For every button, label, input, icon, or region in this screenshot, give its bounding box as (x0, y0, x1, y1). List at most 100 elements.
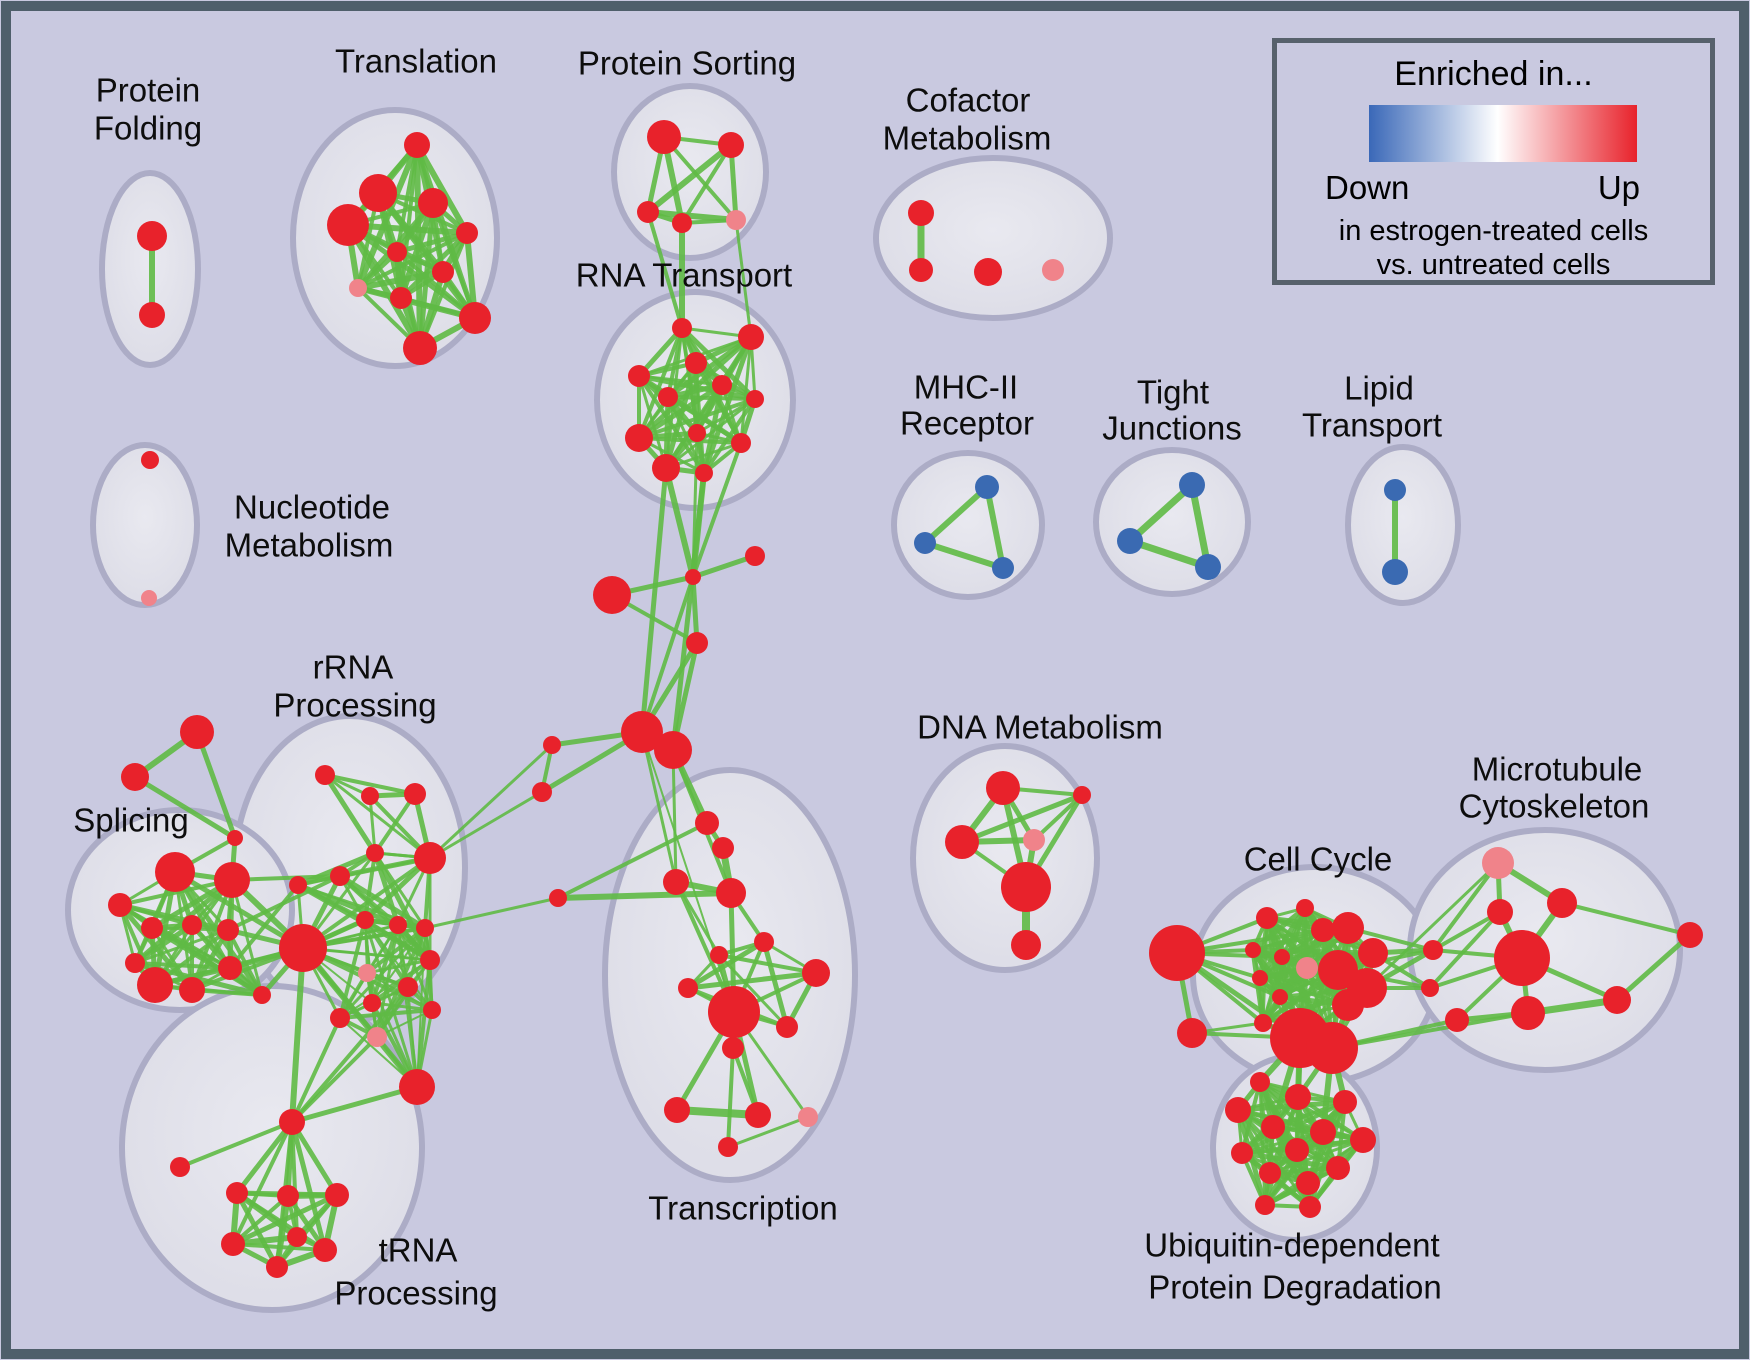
network-node[interactable] (418, 188, 448, 218)
network-node[interactable] (387, 242, 407, 262)
network-node[interactable] (718, 132, 744, 158)
network-node[interactable] (1042, 259, 1064, 281)
network-node[interactable] (685, 352, 707, 374)
network-node[interactable] (141, 590, 157, 606)
network-node[interactable] (1382, 559, 1408, 585)
network-node[interactable] (1245, 942, 1261, 958)
network-node[interactable] (398, 977, 418, 997)
network-node[interactable] (986, 771, 1020, 805)
network-node[interactable] (367, 1027, 387, 1047)
network-node[interactable] (686, 632, 708, 654)
network-node[interactable] (108, 893, 132, 917)
network-node[interactable] (776, 1016, 798, 1038)
network-node[interactable] (802, 959, 830, 987)
network-node[interactable] (1261, 1115, 1285, 1139)
network-node[interactable] (1250, 1072, 1270, 1092)
network-node[interactable] (366, 844, 384, 862)
network-node[interactable] (315, 765, 335, 785)
network-node[interactable] (712, 837, 734, 859)
network-node[interactable] (1421, 979, 1439, 997)
network-node[interactable] (738, 324, 764, 350)
network-node[interactable] (1296, 899, 1314, 917)
network-node[interactable] (414, 842, 446, 874)
network-node[interactable] (745, 1102, 771, 1128)
network-node[interactable] (279, 924, 327, 972)
network-node[interactable] (141, 917, 163, 939)
network-node[interactable] (1073, 786, 1091, 804)
network-node[interactable] (1487, 899, 1513, 925)
network-node[interactable] (628, 365, 650, 387)
network-node[interactable] (1256, 907, 1278, 929)
network-node[interactable] (652, 454, 680, 482)
network-node[interactable] (226, 1182, 248, 1204)
network-node[interactable] (726, 210, 746, 230)
network-node[interactable] (593, 576, 631, 614)
network-node[interactable] (1306, 1022, 1358, 1074)
network-node[interactable] (549, 889, 567, 907)
network-node[interactable] (287, 1227, 307, 1247)
network-node[interactable] (1149, 925, 1205, 981)
network-node[interactable] (1001, 862, 1051, 912)
network-node[interactable] (330, 1008, 350, 1028)
network-node[interactable] (404, 783, 426, 805)
network-node[interactable] (1333, 1090, 1357, 1114)
network-node[interactable] (1272, 989, 1288, 1005)
network-node[interactable] (1177, 1018, 1207, 1048)
network-node[interactable] (1423, 940, 1443, 960)
network-node[interactable] (908, 200, 934, 226)
network-node[interactable] (1023, 829, 1045, 851)
network-node[interactable] (1225, 1097, 1251, 1123)
network-node[interactable] (155, 852, 195, 892)
network-node[interactable] (1195, 554, 1221, 580)
network-node[interactable] (179, 977, 205, 1003)
network-node[interactable] (678, 978, 698, 998)
network-node[interactable] (266, 1256, 288, 1278)
network-node[interactable] (277, 1185, 299, 1207)
network-node[interactable] (1384, 479, 1406, 501)
network-node[interactable] (1117, 528, 1143, 554)
network-node[interactable] (1603, 986, 1631, 1014)
network-node[interactable] (718, 1137, 738, 1157)
network-node[interactable] (1254, 1014, 1272, 1032)
network-node[interactable] (1332, 989, 1364, 1021)
network-node[interactable] (279, 1109, 305, 1135)
network-node[interactable] (688, 424, 706, 442)
network-node[interactable] (358, 964, 376, 982)
network-node[interactable] (647, 120, 681, 154)
network-node[interactable] (399, 1069, 435, 1105)
network-node[interactable] (710, 946, 728, 964)
network-node[interactable] (672, 318, 692, 338)
network-node[interactable] (695, 811, 719, 835)
network-node[interactable] (1326, 1156, 1350, 1180)
network-node[interactable] (1285, 1138, 1309, 1162)
network-node[interactable] (663, 869, 689, 895)
network-node[interactable] (1547, 888, 1577, 918)
network-node[interactable] (416, 919, 434, 937)
network-node[interactable] (731, 433, 751, 453)
network-node[interactable] (389, 916, 407, 934)
network-node[interactable] (121, 763, 149, 791)
network-node[interactable] (658, 387, 678, 407)
network-node[interactable] (1011, 930, 1041, 960)
network-node[interactable] (974, 258, 1002, 286)
network-node[interactable] (253, 986, 271, 1004)
network-node[interactable] (361, 787, 379, 805)
network-node[interactable] (227, 830, 243, 846)
network-node[interactable] (137, 967, 173, 1003)
network-node[interactable] (363, 994, 381, 1012)
network-node[interactable] (754, 932, 774, 952)
network-node[interactable] (217, 919, 239, 941)
network-node[interactable] (685, 569, 701, 585)
network-node[interactable] (349, 279, 367, 297)
network-node[interactable] (716, 878, 746, 908)
network-node[interactable] (712, 375, 732, 395)
network-node[interactable] (695, 464, 713, 482)
network-node[interactable] (798, 1107, 818, 1127)
network-node[interactable] (1255, 1195, 1275, 1215)
network-node[interactable] (708, 986, 760, 1038)
network-node[interactable] (403, 331, 437, 365)
network-node[interactable] (722, 1037, 744, 1059)
network-node[interactable] (218, 956, 242, 980)
network-node[interactable] (356, 911, 374, 929)
network-node[interactable] (637, 201, 659, 223)
